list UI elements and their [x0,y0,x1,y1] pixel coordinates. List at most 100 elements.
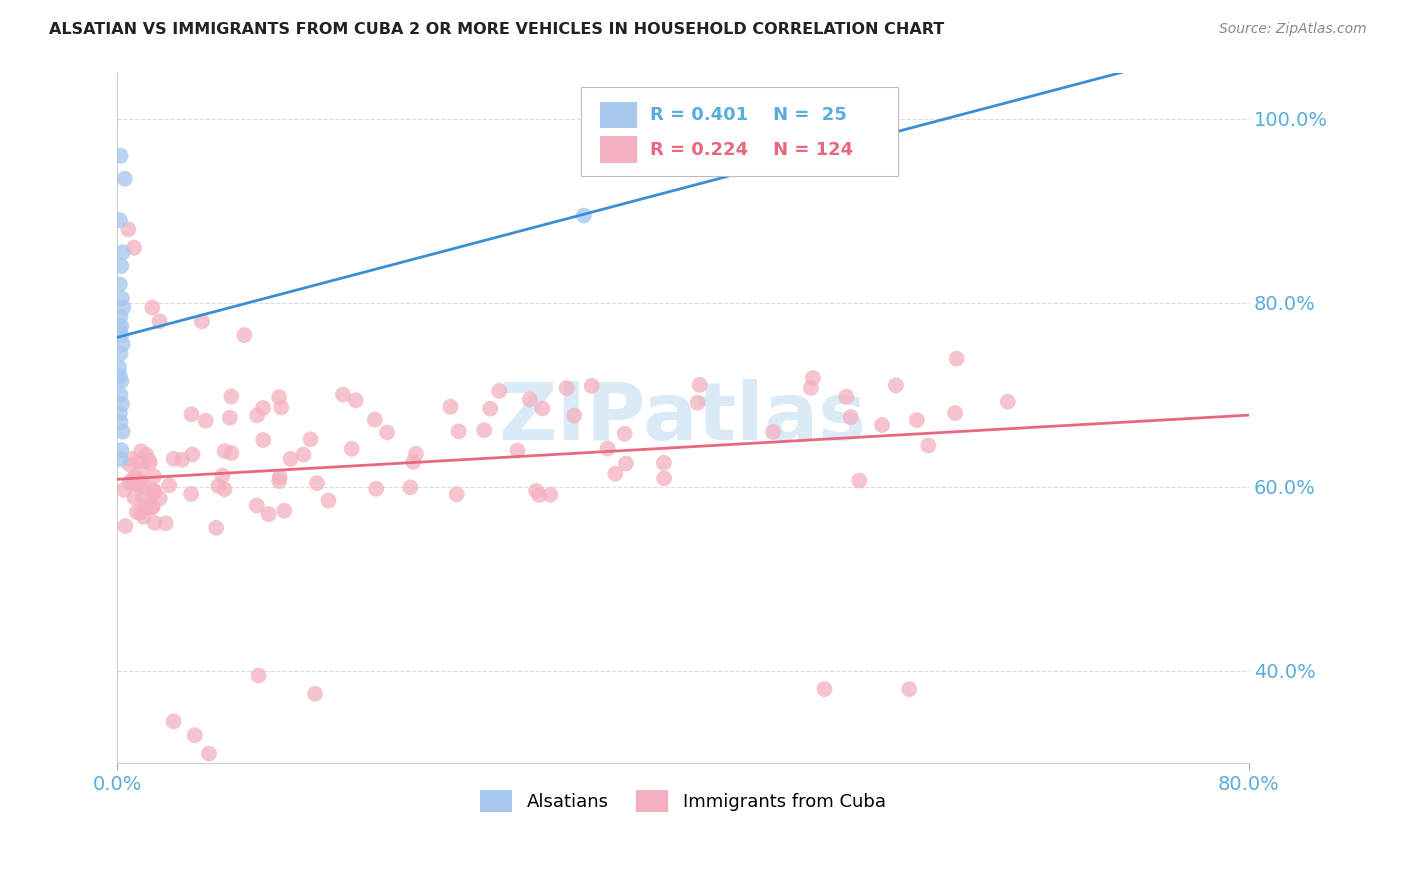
Point [762,425,785,439]
Point [273,504,295,518]
Point [129,506,152,520]
Point [108,360,131,375]
Point [180,407,202,421]
Point [211,468,233,483]
Point [905,413,928,427]
Point [344,393,367,408]
Text: ALSATIAN VS IMMIGRANTS FROM CUBA 2 OR MORE VEHICLES IN HOUSEHOLD CORRELATION CHA: ALSATIAN VS IMMIGRANTS FROM CUBA 2 OR MO… [49,22,945,37]
Point [246,409,269,423]
Point [399,480,422,494]
Point [267,390,290,404]
Point [555,381,578,395]
Point [652,456,675,470]
Point [870,417,893,432]
Point [269,470,291,484]
Point [997,394,1019,409]
Point [479,401,502,416]
Point [299,433,322,447]
Point [110,416,132,430]
Point [246,499,269,513]
Point [125,505,148,519]
Point [111,291,134,305]
Point [280,451,302,466]
Point [114,519,136,533]
Point [194,414,217,428]
Point [132,509,155,524]
Point [304,687,326,701]
Point [527,488,550,502]
Point [257,507,280,521]
Point [132,491,155,506]
Point [214,482,236,496]
Point [134,481,156,495]
Point [572,209,595,223]
Bar [600,136,637,162]
Point [108,324,131,338]
Point [139,500,162,515]
Point [813,682,835,697]
Point [801,371,824,385]
Point [110,388,132,402]
Point [596,442,619,456]
FancyBboxPatch shape [581,87,898,177]
Point [111,245,134,260]
Point [519,392,541,407]
Point [364,412,387,426]
Point [124,470,146,484]
Point [111,397,134,411]
Bar [600,102,637,128]
Point [127,477,149,491]
Point [141,301,163,315]
Point [191,314,214,328]
Point [118,475,141,490]
Point [125,470,148,484]
Point [292,448,315,462]
Point [205,521,228,535]
Point [270,401,292,415]
Point [129,474,152,488]
Point [184,728,207,742]
Point [405,447,427,461]
Point [835,390,858,404]
Point [110,310,132,324]
Text: R = 0.401    N =  25: R = 0.401 N = 25 [650,106,846,124]
Point [121,451,143,466]
Point [122,491,145,505]
Point [110,318,132,333]
Point [689,377,711,392]
Point [652,471,675,485]
Point [157,478,180,492]
Point [129,478,152,492]
Point [307,476,329,491]
Point [117,222,139,236]
Point [269,474,291,488]
Point [110,374,132,388]
Point [839,409,862,424]
Point [613,426,636,441]
Point [108,213,131,227]
Point [143,483,166,498]
Point [562,409,585,423]
Point [180,487,202,501]
Point [439,400,461,414]
Point [332,387,354,401]
Point [118,458,141,472]
Point [884,378,907,392]
Text: Source: ZipAtlas.com: Source: ZipAtlas.com [1219,22,1367,37]
Point [252,401,274,415]
Point [129,444,152,458]
Point [134,498,156,512]
Point [108,369,131,384]
Point [581,379,603,393]
Point [614,457,637,471]
Point [143,469,166,483]
Point [110,346,132,360]
Point [531,401,554,416]
Point [149,491,172,506]
Point [148,314,170,328]
Point [488,384,510,398]
Point [162,451,184,466]
Point [155,516,177,531]
Point [605,467,627,481]
Point [110,259,132,273]
